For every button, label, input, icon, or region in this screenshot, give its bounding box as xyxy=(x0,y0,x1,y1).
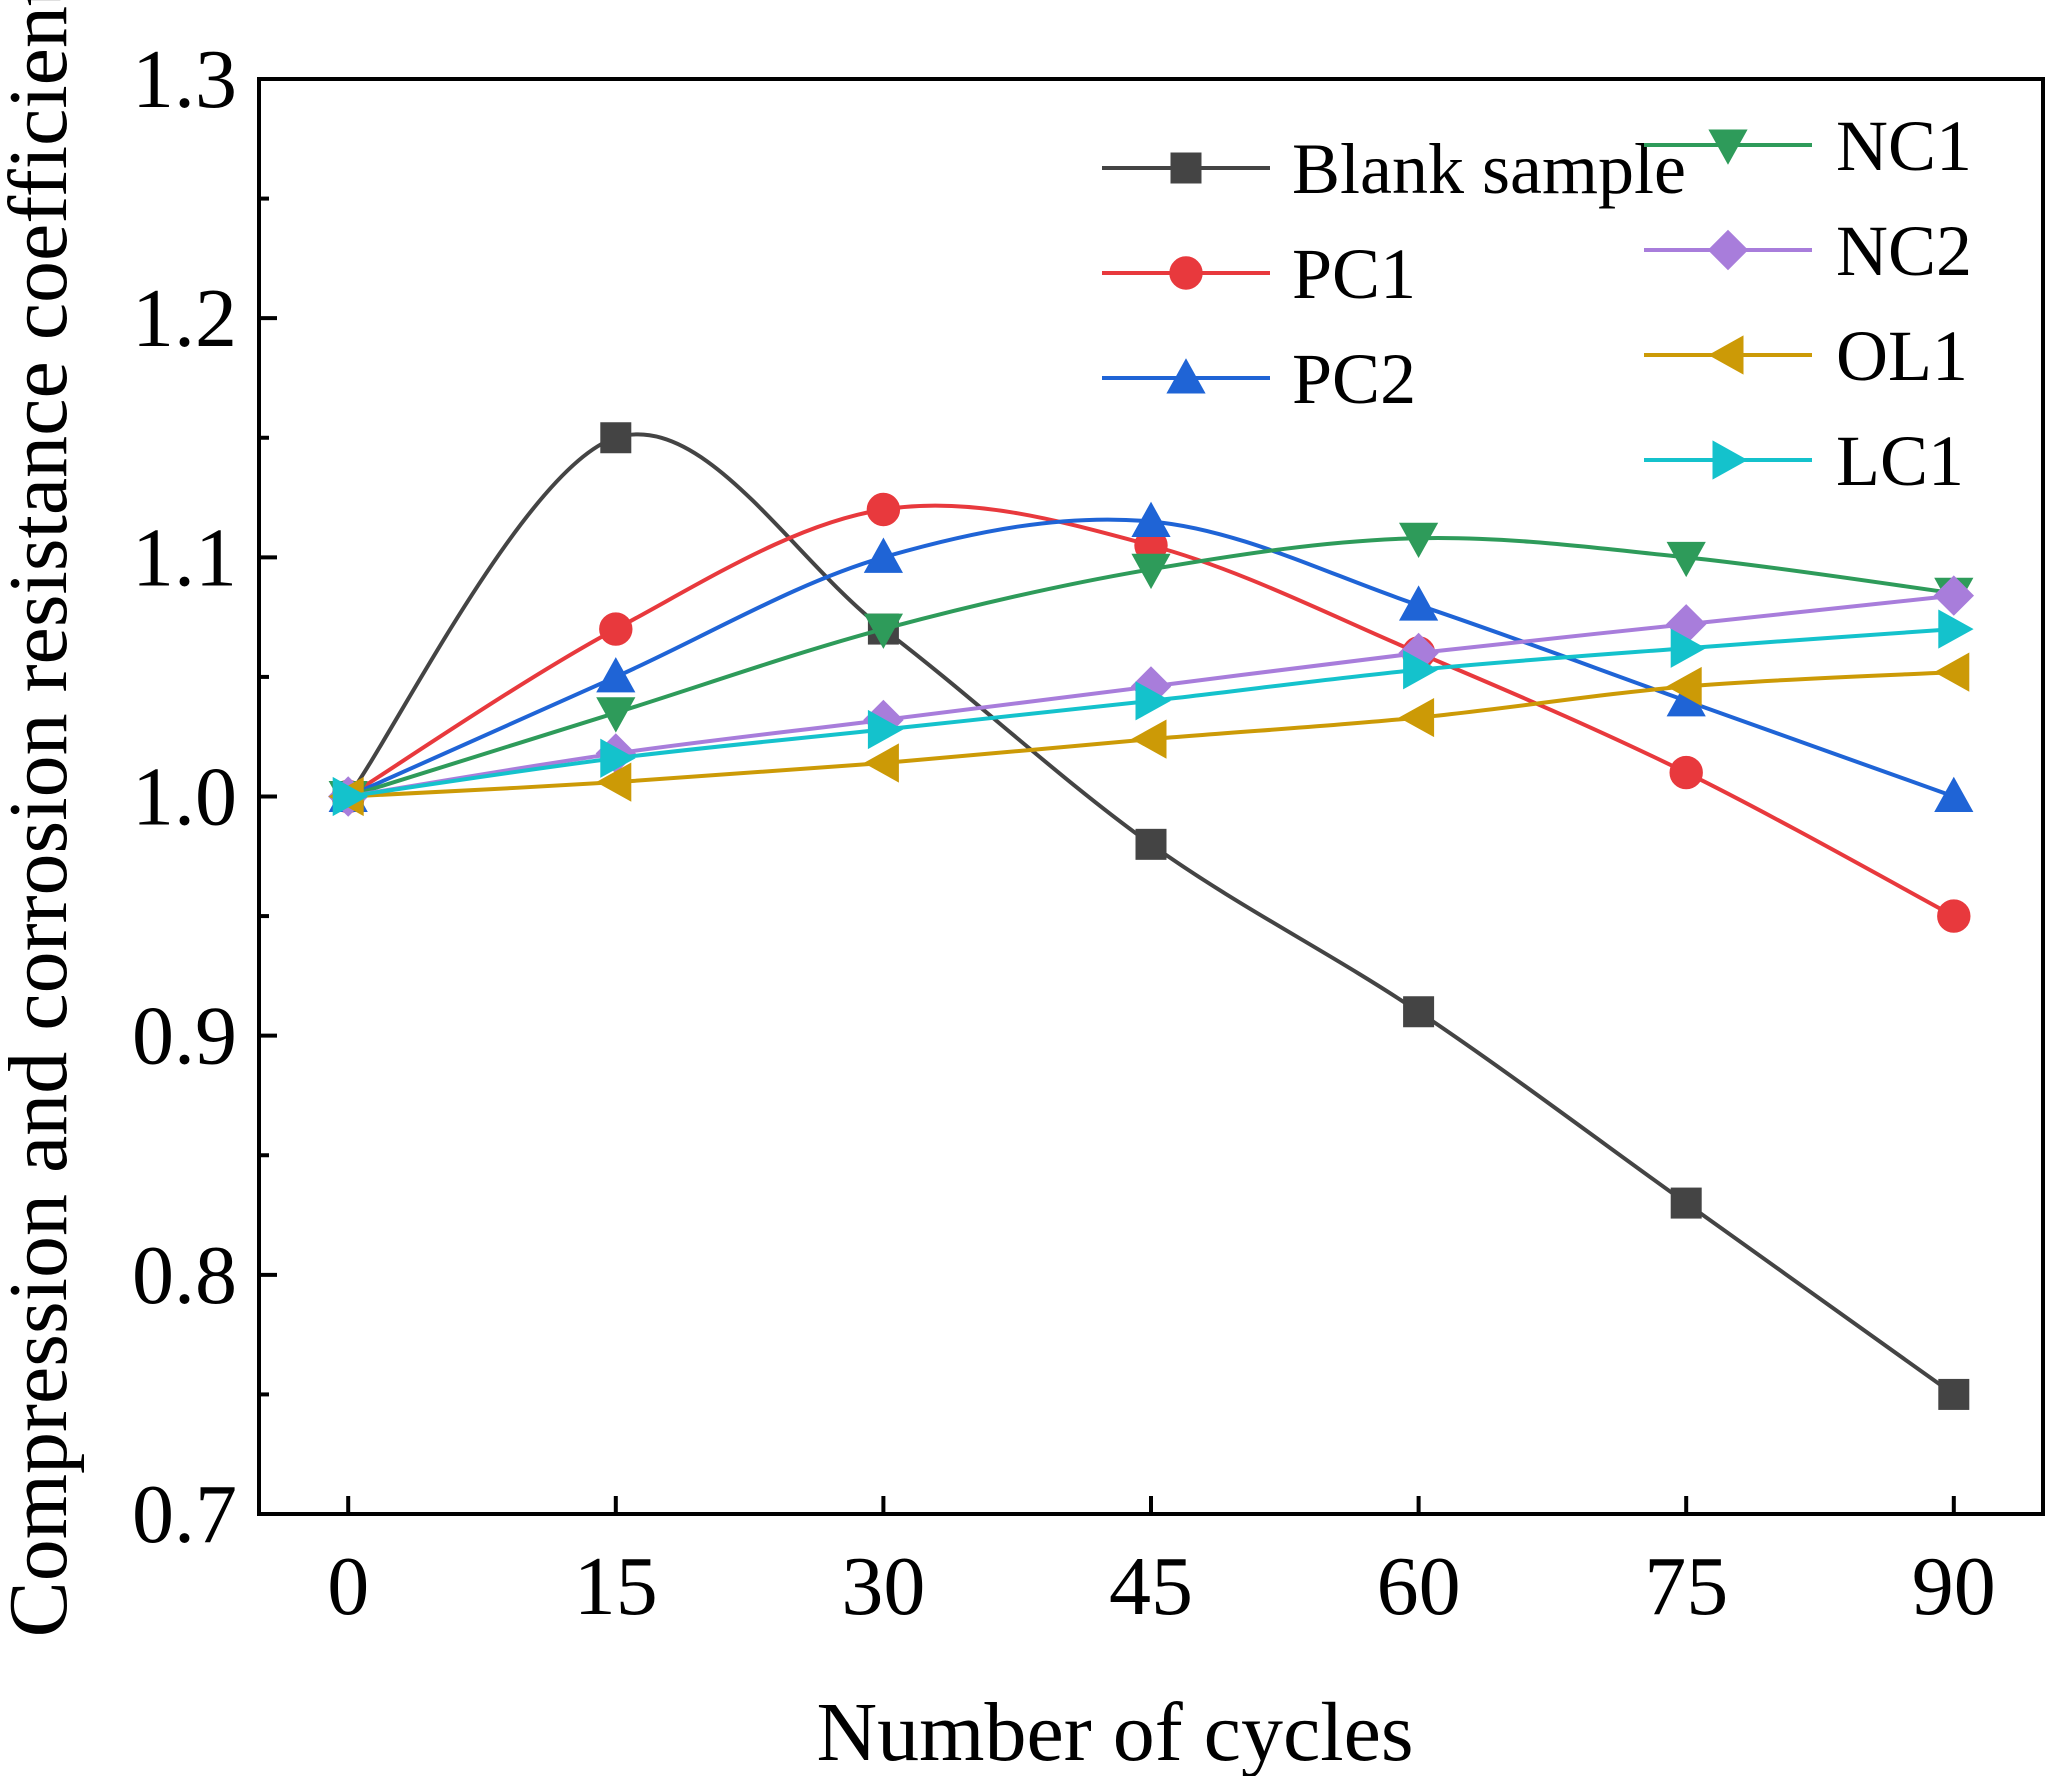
series-layer xyxy=(327,422,1975,1410)
legend-marker xyxy=(1166,358,1206,394)
legend-marker xyxy=(1708,129,1748,165)
x-tick-label: 0 xyxy=(327,1540,369,1633)
legend-marker xyxy=(1712,440,1748,480)
data-point xyxy=(1937,899,1971,933)
data-point xyxy=(1399,522,1439,558)
y-tick-label: 1.2 xyxy=(132,272,237,365)
y-tick-label: 0.9 xyxy=(132,990,237,1083)
x-tick-label: 15 xyxy=(574,1540,658,1633)
data-point xyxy=(1131,553,1171,590)
x-axis: 0 15 30 45 60 75 90 xyxy=(327,1496,1996,1633)
y-tick-label: 0.7 xyxy=(132,1468,237,1561)
data-point xyxy=(863,743,899,783)
data-point xyxy=(1938,609,1974,649)
x-axis-title: Number of cycles xyxy=(816,1686,1413,1776)
legend-label: PC2 xyxy=(1292,339,1416,419)
y-tick-label: 0.8 xyxy=(132,1229,237,1322)
legend-marker xyxy=(1707,229,1749,271)
series-line xyxy=(347,627,1954,799)
legend-item: OL1 xyxy=(1644,316,1968,396)
data-point xyxy=(863,537,903,573)
data-point xyxy=(599,612,633,646)
legend-label: OL1 xyxy=(1836,316,1968,396)
data-point xyxy=(1666,666,1702,707)
x-tick-label: 60 xyxy=(1377,1540,1461,1633)
legend-label: PC1 xyxy=(1292,234,1416,314)
data-point xyxy=(600,422,632,454)
legend-item: LC1 xyxy=(1644,421,1964,501)
data-point xyxy=(863,613,903,649)
x-tick-label: 75 xyxy=(1644,1540,1728,1633)
data-point xyxy=(1938,1378,1970,1410)
data-point xyxy=(1403,650,1439,690)
data-point xyxy=(1669,755,1703,790)
y-axis-title: Compression and corrosion resistance coe… xyxy=(0,0,85,1637)
data-point xyxy=(1135,828,1167,860)
series-ol1 xyxy=(328,652,1970,817)
legend-item: NC1 xyxy=(1644,106,1972,186)
y-tick-label: 1.3 xyxy=(132,33,237,126)
data-point xyxy=(1131,719,1167,759)
data-point xyxy=(1135,681,1171,721)
legend-marker xyxy=(1170,152,1202,184)
y-axis: 0.7 0.8 0.9 1.0 1.1 1.2 1.3 xyxy=(132,33,277,1561)
data-point xyxy=(1131,501,1171,537)
legend-label: LC1 xyxy=(1836,421,1964,501)
x-tick-label: 90 xyxy=(1912,1540,1996,1633)
series-lc1 xyxy=(332,609,1974,817)
data-point xyxy=(866,492,901,527)
legend-item: Blank sample xyxy=(1102,129,1686,209)
x-tick-label: 45 xyxy=(1109,1540,1193,1633)
legend-item: NC2 xyxy=(1644,211,1972,291)
data-point xyxy=(1670,628,1706,668)
y-tick-label: 1.1 xyxy=(132,511,237,604)
data-point xyxy=(1670,1187,1702,1219)
data-point xyxy=(600,738,636,778)
data-point xyxy=(596,762,632,802)
data-point xyxy=(1398,697,1435,738)
data-point xyxy=(867,709,904,750)
legend-marker xyxy=(1708,335,1744,375)
legend-label: Blank sample xyxy=(1292,129,1686,209)
y-tick-label: 1.0 xyxy=(132,751,237,844)
data-point xyxy=(1403,996,1435,1028)
legend-label: NC2 xyxy=(1836,211,1972,291)
plot-frame xyxy=(257,77,2045,1516)
data-point xyxy=(1934,652,1970,692)
legend-item: PC1 xyxy=(1102,234,1416,314)
legend: Blank sample PC1 PC2 NC1 NC2 OL1 LC1 xyxy=(1102,106,1972,501)
data-point xyxy=(332,776,368,817)
legend-marker xyxy=(1169,256,1203,290)
x-tick-label: 30 xyxy=(841,1540,925,1633)
data-point xyxy=(596,657,636,693)
data-point xyxy=(1399,585,1439,621)
legend-item: PC2 xyxy=(1102,339,1416,419)
data-point xyxy=(596,697,636,733)
legend-label: NC1 xyxy=(1836,106,1972,186)
data-point xyxy=(1666,541,1706,578)
data-point xyxy=(1934,776,1974,812)
data-point xyxy=(1933,575,1975,616)
